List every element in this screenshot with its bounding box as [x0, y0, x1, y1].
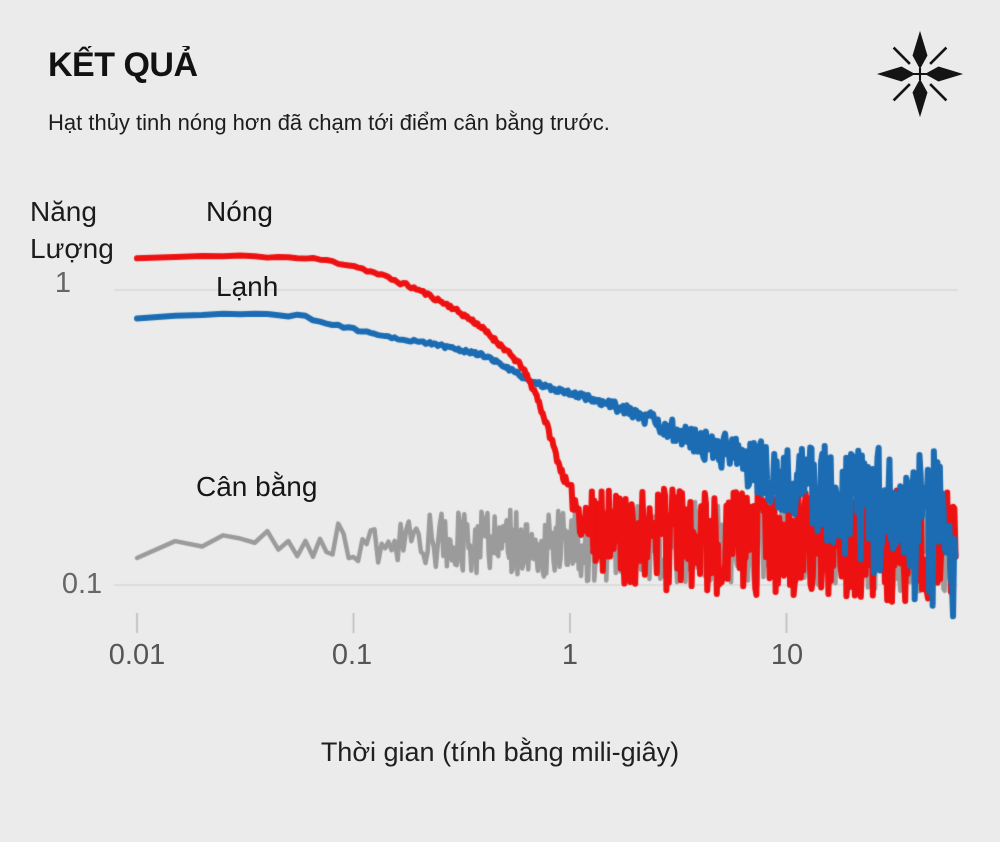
y-tick-label-1: 1: [54, 267, 72, 299]
page-subtitle: Hạt thủy tinh nóng hơn đã chạm tới điểm …: [48, 110, 610, 135]
y-tick-label-0-1: 0.1: [61, 568, 103, 600]
x-axis-title: Thời gian (tính bằng mili-giây): [320, 737, 680, 767]
compass-star-icon: [876, 30, 964, 118]
page-title: KẾT QUẢ: [48, 46, 198, 84]
x-tick-label-0-1: 0.1: [331, 639, 373, 671]
x-tick-label-1: 1: [561, 639, 579, 671]
x-tick-label-0-01: 0.01: [108, 639, 166, 671]
series-label-equilibrium: Cân bằng: [196, 471, 318, 502]
series-label-hot: Nóng: [206, 196, 273, 227]
x-tick-label-10: 10: [770, 639, 804, 671]
y-axis-title: Năng Lượng: [30, 196, 114, 264]
series-label-cold: Lạnh: [216, 271, 279, 302]
